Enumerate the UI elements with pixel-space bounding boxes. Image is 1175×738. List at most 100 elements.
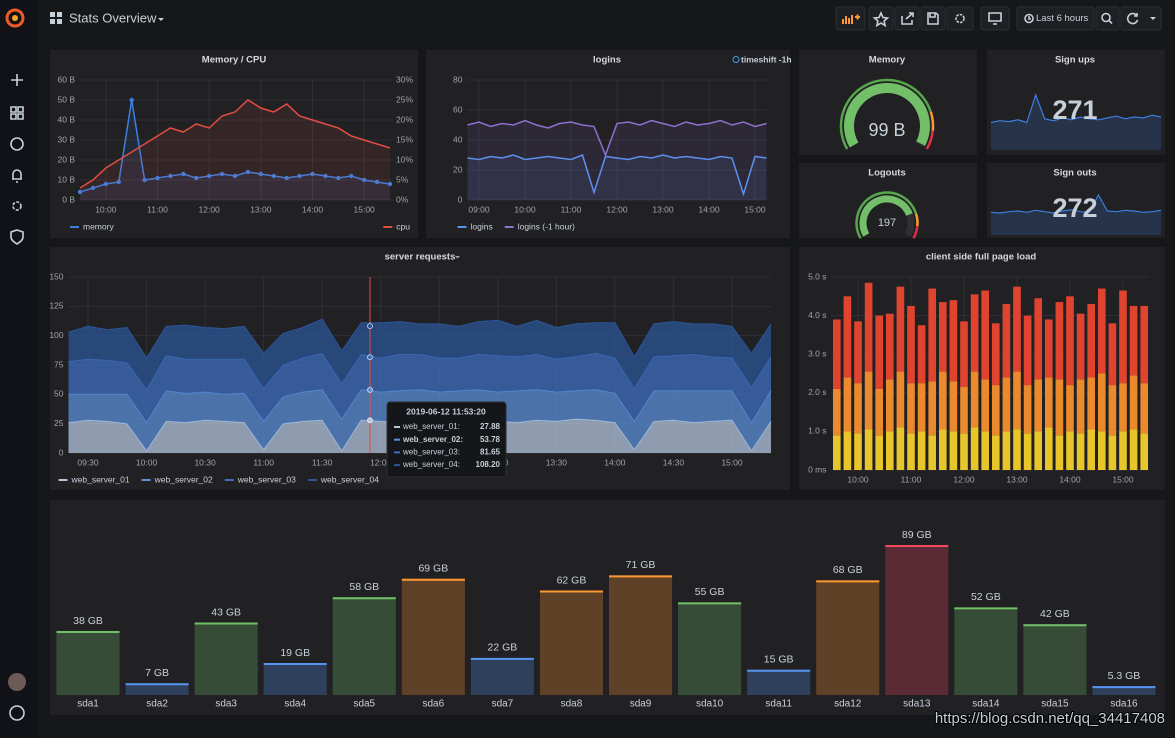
area-band — [68, 319, 771, 390]
bar-segment — [843, 296, 852, 378]
dashboard-title[interactable]: Stats Overview — [50, 10, 164, 25]
timeshift-annotation: timeshift -1h — [741, 54, 792, 64]
panel — [987, 50, 1165, 155]
grafana-logo[interactable] — [5, 8, 25, 28]
bar-segment — [1013, 286, 1021, 372]
panel — [426, 50, 790, 238]
y-tick-label: 125 — [49, 301, 63, 311]
bar-segment — [917, 383, 926, 432]
bar-segment — [960, 321, 968, 388]
series-point — [349, 173, 354, 179]
refresh-button[interactable] — [1120, 6, 1162, 31]
admin-icon[interactable] — [10, 229, 24, 245]
bar-category-label: sda1 — [77, 699, 99, 710]
panel-title[interactable]: Memory / CPU — [202, 55, 267, 66]
bar-category-label: sda9 — [630, 699, 652, 710]
gauge-threshold — [925, 130, 934, 150]
bar-segment — [832, 388, 841, 436]
gauge-text: 99 B — [868, 120, 905, 140]
panel-title[interactable]: Sign ups — [1055, 55, 1095, 66]
x-tick-label: 15:00 — [744, 204, 766, 214]
bar-segment — [864, 371, 873, 430]
bar — [194, 622, 258, 695]
bar-segment — [1119, 431, 1127, 470]
bar-value-label: 62 GB — [557, 574, 587, 586]
series-point — [232, 173, 238, 179]
series-point — [245, 169, 251, 175]
x-tick-label: 12:00 — [199, 204, 221, 214]
bar-category-label: sda3 — [215, 699, 237, 710]
x-tick-label: 15:00 — [354, 204, 376, 214]
panel-title[interactable]: server requests — [385, 252, 456, 263]
y2-tick-label: 15% — [396, 134, 413, 144]
bar-segment — [1002, 304, 1011, 378]
bar-segment — [991, 435, 1000, 470]
x-tick-label: 11:00 — [147, 204, 168, 214]
y-tick-label: 40 B — [58, 114, 76, 124]
help-icon[interactable] — [9, 705, 25, 721]
dashboard-title-text[interactable]: Stats Overview — [69, 10, 157, 25]
sidebar-icons[interactable] — [8, 74, 26, 721]
tooltip-value: 81.65 — [480, 448, 501, 457]
bar-segment — [1066, 296, 1074, 386]
tooltip-value: 108.20 — [476, 460, 501, 469]
bar-segment — [885, 431, 894, 470]
bar-category-label: sda4 — [284, 699, 306, 710]
x-tick-label: 14:00 — [604, 457, 626, 467]
hover-point — [367, 323, 373, 329]
bar-segment — [832, 319, 841, 389]
bar — [885, 545, 949, 695]
series-point — [323, 173, 328, 179]
bar-segment — [991, 323, 1000, 386]
bar-value-label: 7 GB — [145, 667, 169, 679]
legend-label: web_server_04 — [320, 474, 379, 484]
legend-label: logins (-1 hour) — [518, 221, 575, 231]
x-tick-label: 11:00 — [561, 204, 582, 214]
series-point — [116, 179, 121, 185]
bar-segment — [970, 371, 979, 428]
x-tick-label: 11:00 — [901, 474, 922, 484]
bar — [332, 597, 396, 695]
caret — [455, 256, 460, 259]
bar-category-label: sda5 — [353, 699, 375, 710]
dashboards-icon[interactable] — [10, 106, 24, 120]
bar-segment — [1034, 379, 1043, 432]
legend-label: web_server_01 — [71, 474, 130, 484]
bar-segment — [843, 377, 852, 432]
legend-label: web_server_03 — [237, 474, 296, 484]
series-fill — [467, 120, 767, 200]
stat-value: 271 — [1052, 95, 1097, 125]
series-point — [194, 175, 199, 181]
avatar[interactable] — [8, 673, 26, 691]
tv-mode-button[interactable] — [980, 6, 1010, 31]
add-panel-button[interactable] — [835, 6, 866, 31]
zoom-out-button[interactable] — [1095, 6, 1120, 31]
bar — [747, 669, 811, 695]
panel-title[interactable]: Memory — [869, 55, 906, 66]
settings-button[interactable] — [946, 6, 974, 31]
x-tick-label: 09:30 — [77, 457, 99, 467]
legend-label: memory — [83, 221, 114, 231]
bar-segment — [960, 433, 968, 470]
y-tick-label: 3.0 s — [808, 348, 826, 358]
area-band — [68, 389, 771, 451]
panel-title[interactable]: client side full page load — [926, 252, 1037, 263]
alerting-icon[interactable] — [12, 169, 22, 183]
panel-title[interactable]: Logouts — [868, 168, 905, 179]
series-point — [155, 175, 160, 181]
star-button[interactable] — [868, 6, 894, 31]
create-icon[interactable] — [11, 74, 23, 86]
bar-segment — [1034, 431, 1043, 470]
panel-title[interactable]: Sign outs — [1053, 168, 1096, 179]
config-icon[interactable] — [12, 201, 22, 211]
panel-title[interactable]: logins — [593, 55, 621, 66]
toolbar[interactable]: Last 6 hours — [835, 6, 1162, 31]
explore-icon[interactable] — [10, 137, 24, 151]
bar-category-label: sda14 — [972, 699, 1000, 710]
time-picker[interactable] — [1016, 6, 1095, 31]
y2-tick-label: 25% — [396, 94, 413, 104]
time-range[interactable]: Last 6 hours — [1036, 13, 1089, 24]
bar-segment — [938, 302, 947, 372]
tooltip-label: web_server_02: — [402, 435, 463, 444]
save-button[interactable] — [920, 6, 946, 31]
